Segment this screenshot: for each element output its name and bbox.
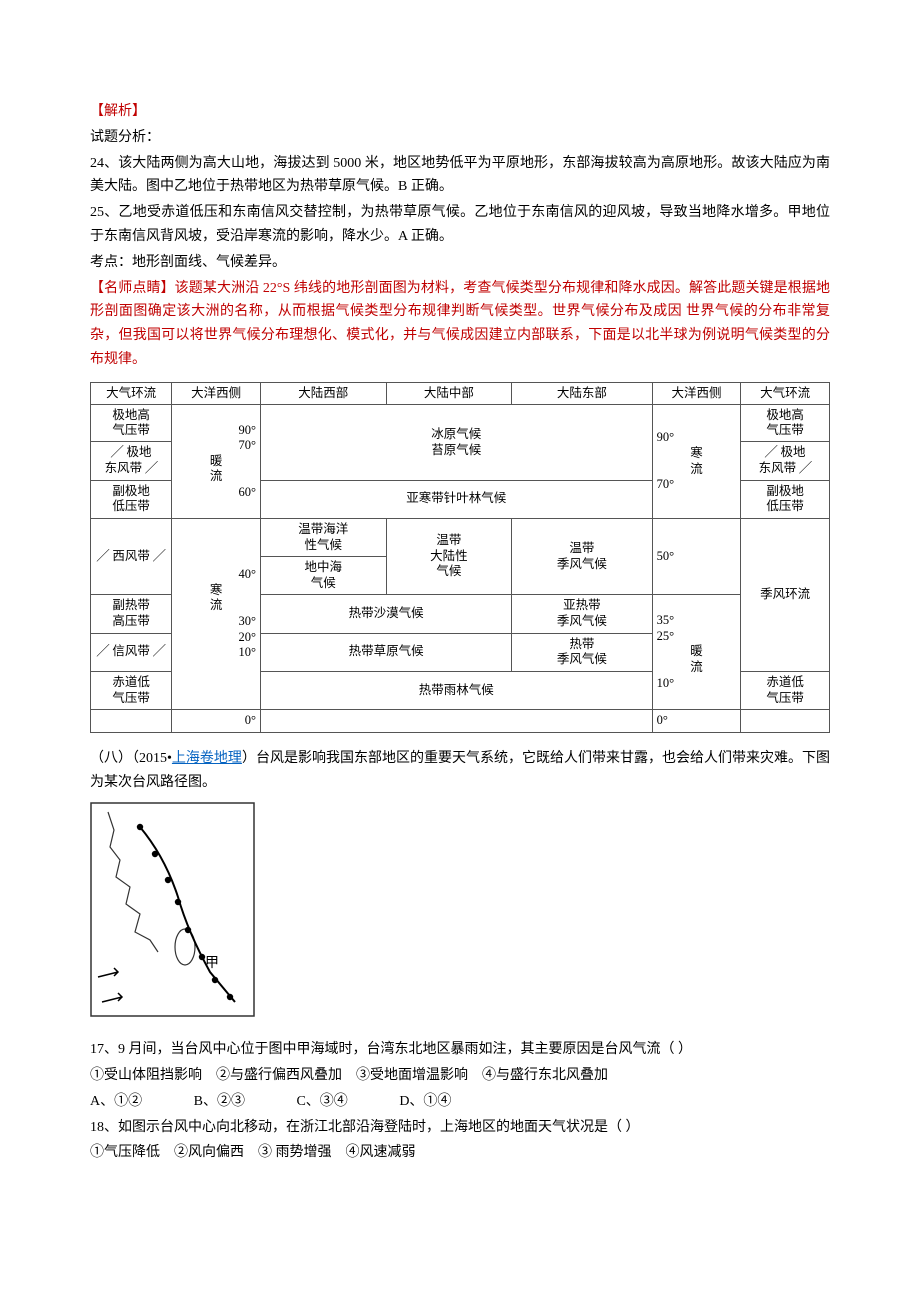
ocean-cold-left: 40° 寒流 30° 20° 10° (172, 518, 261, 709)
section8-prefix: （八）（2015• (90, 751, 172, 766)
belt-polar-east-l: ╱ 极地东风带 ╱ (91, 442, 172, 480)
th-left-circ: 大气环流 (91, 382, 172, 405)
belt-polar-east-r: ╱ 极地东风带 ╱ (741, 442, 830, 480)
analysis-kaodian: 考点：地形剖面线、气候差异。 (90, 251, 830, 275)
table-row: ╱ 西风带 ╱ 40° 寒流 30° 20° 10° 温带海洋性气候 温带大陆性… (91, 518, 830, 556)
belt-subtrop-high-l: 副热带高压带 (91, 595, 172, 633)
table-header-row: 大气环流 大洋西侧 大陆西部 大陆中部 大陆东部 大洋西侧 大气环流 (91, 382, 830, 405)
climate-marine: 温带海洋性气候 (260, 518, 386, 556)
q17-choice-a: A、①② (90, 1094, 142, 1109)
belt-westerlies-l: ╱ 西风带 ╱ (91, 518, 172, 595)
deg-50: 50° (652, 518, 741, 595)
source-link[interactable]: 上海卷地理 (172, 751, 242, 766)
climate-rainforest: 热带雨林气候 (260, 671, 652, 709)
climate-trop-monsoon: 热带季风气候 (512, 633, 652, 671)
climate-savanna: 热带草原气候 (260, 633, 511, 671)
th-ocean-west: 大洋西侧 (172, 382, 261, 405)
belt-polar-high-r: 极地高气压带 (741, 405, 830, 442)
q17-choice-c: C、③④ (296, 1094, 347, 1109)
climate-continental: 温带大陆性气候 (386, 518, 512, 595)
climate-subtrop: 亚热带季风气候 (512, 595, 652, 633)
map-label-jia: 甲 (205, 956, 219, 971)
belt-equator-l: 赤道低气压带 (91, 671, 172, 709)
table-row: 0° 0° (91, 710, 830, 733)
section8-stem: （八）（2015•上海卷地理）台风是影响我国东部地区的重要天气系统，它既给人们带… (90, 747, 830, 795)
belt-subpolar-r: 副极地低压带 (741, 480, 830, 518)
q18-options: ①气压降低 ②风向偏西 ③ 雨势增强 ④风速减弱 (90, 1141, 830, 1165)
th-right-circ: 大气环流 (741, 382, 830, 405)
belt-monsoon-r: 季风环流 (741, 518, 830, 671)
th-ocean-east: 大洋西侧 (652, 382, 741, 405)
deg-0-l: 0° (172, 710, 261, 733)
ocean-warm-left: 90° 70° 暖流 60° (172, 405, 261, 519)
th-cont-west: 大陆西部 (260, 382, 386, 405)
analysis-intro: 试题分析： (90, 126, 830, 150)
deg-0-r: 0° (652, 710, 741, 733)
analysis-q25: 25、乙地受赤道低压和东南信风交替控制，为热带草原气候。乙地位于东南信风的迎风坡… (90, 201, 830, 249)
q17-choices: A、①② B、②③ C、③④ D、①④ (90, 1090, 830, 1114)
climate-temp-monsoon: 温带季风气候 (512, 518, 652, 595)
q17-choice-d: D、①④ (399, 1094, 451, 1109)
blank-r (741, 710, 830, 733)
th-cont-mid: 大陆中部 (386, 382, 512, 405)
map-svg: 甲 (90, 802, 255, 1017)
q17-options: ①受山体阻挡影响 ②与盛行偏西风叠加 ③受地面增温影响 ④与盛行东北风叠加 (90, 1064, 830, 1088)
belt-subpolar-l: 副极地低压带 (91, 480, 172, 518)
typhoon-map: 甲 (90, 802, 830, 1026)
belt-equator-r: 赤道低气压带 (741, 671, 830, 709)
analysis-q24: 24、该大陆两侧为高大山地，海拔达到 5000 米，地区地势低平为平原地形，东部… (90, 152, 830, 200)
climate-desert: 热带沙漠气候 (260, 595, 511, 633)
climate-med: 地中海气候 (260, 557, 386, 595)
analysis-header: 【解析】 (90, 100, 830, 124)
ocean-cold-right: 90° 寒流 70° (652, 405, 741, 519)
q18-stem: 18、如图示台风中心向北移动，在浙江北部沿海登陆时，上海地区的地面天气状况是（ … (90, 1116, 830, 1140)
blank-l (91, 710, 172, 733)
climate-ice: 冰原气候苔原气候 (260, 405, 652, 480)
q17-choice-b: B、②③ (194, 1094, 245, 1109)
table-row: 极地高气压带 90° 70° 暖流 60° 冰原气候苔原气候 90° 寒流 70… (91, 405, 830, 442)
climate-taiga: 亚寒带针叶林气候 (260, 480, 652, 518)
belt-trades-l: ╱ 信风带 ╱ (91, 633, 172, 671)
belt-polar-high-l: 极地高气压带 (91, 405, 172, 442)
analysis-tip: 【名师点睛】该题某大洲沿 22°S 纬线的地形剖面图为材料，考查气候类型分布规律… (90, 277, 830, 372)
ocean-warm-right: 35° 25° 暖流 10° (652, 595, 741, 710)
climate-table: 大气环流 大洋西侧 大陆西部 大陆中部 大陆东部 大洋西侧 大气环流 极地高气压… (90, 382, 830, 733)
q17-stem: 17、9 月间，当台风中心位于图中甲海域时，台湾东北地区暴雨如注，其主要原因是台… (90, 1038, 830, 1062)
th-cont-east: 大陆东部 (512, 382, 652, 405)
blank-mid (260, 710, 652, 733)
